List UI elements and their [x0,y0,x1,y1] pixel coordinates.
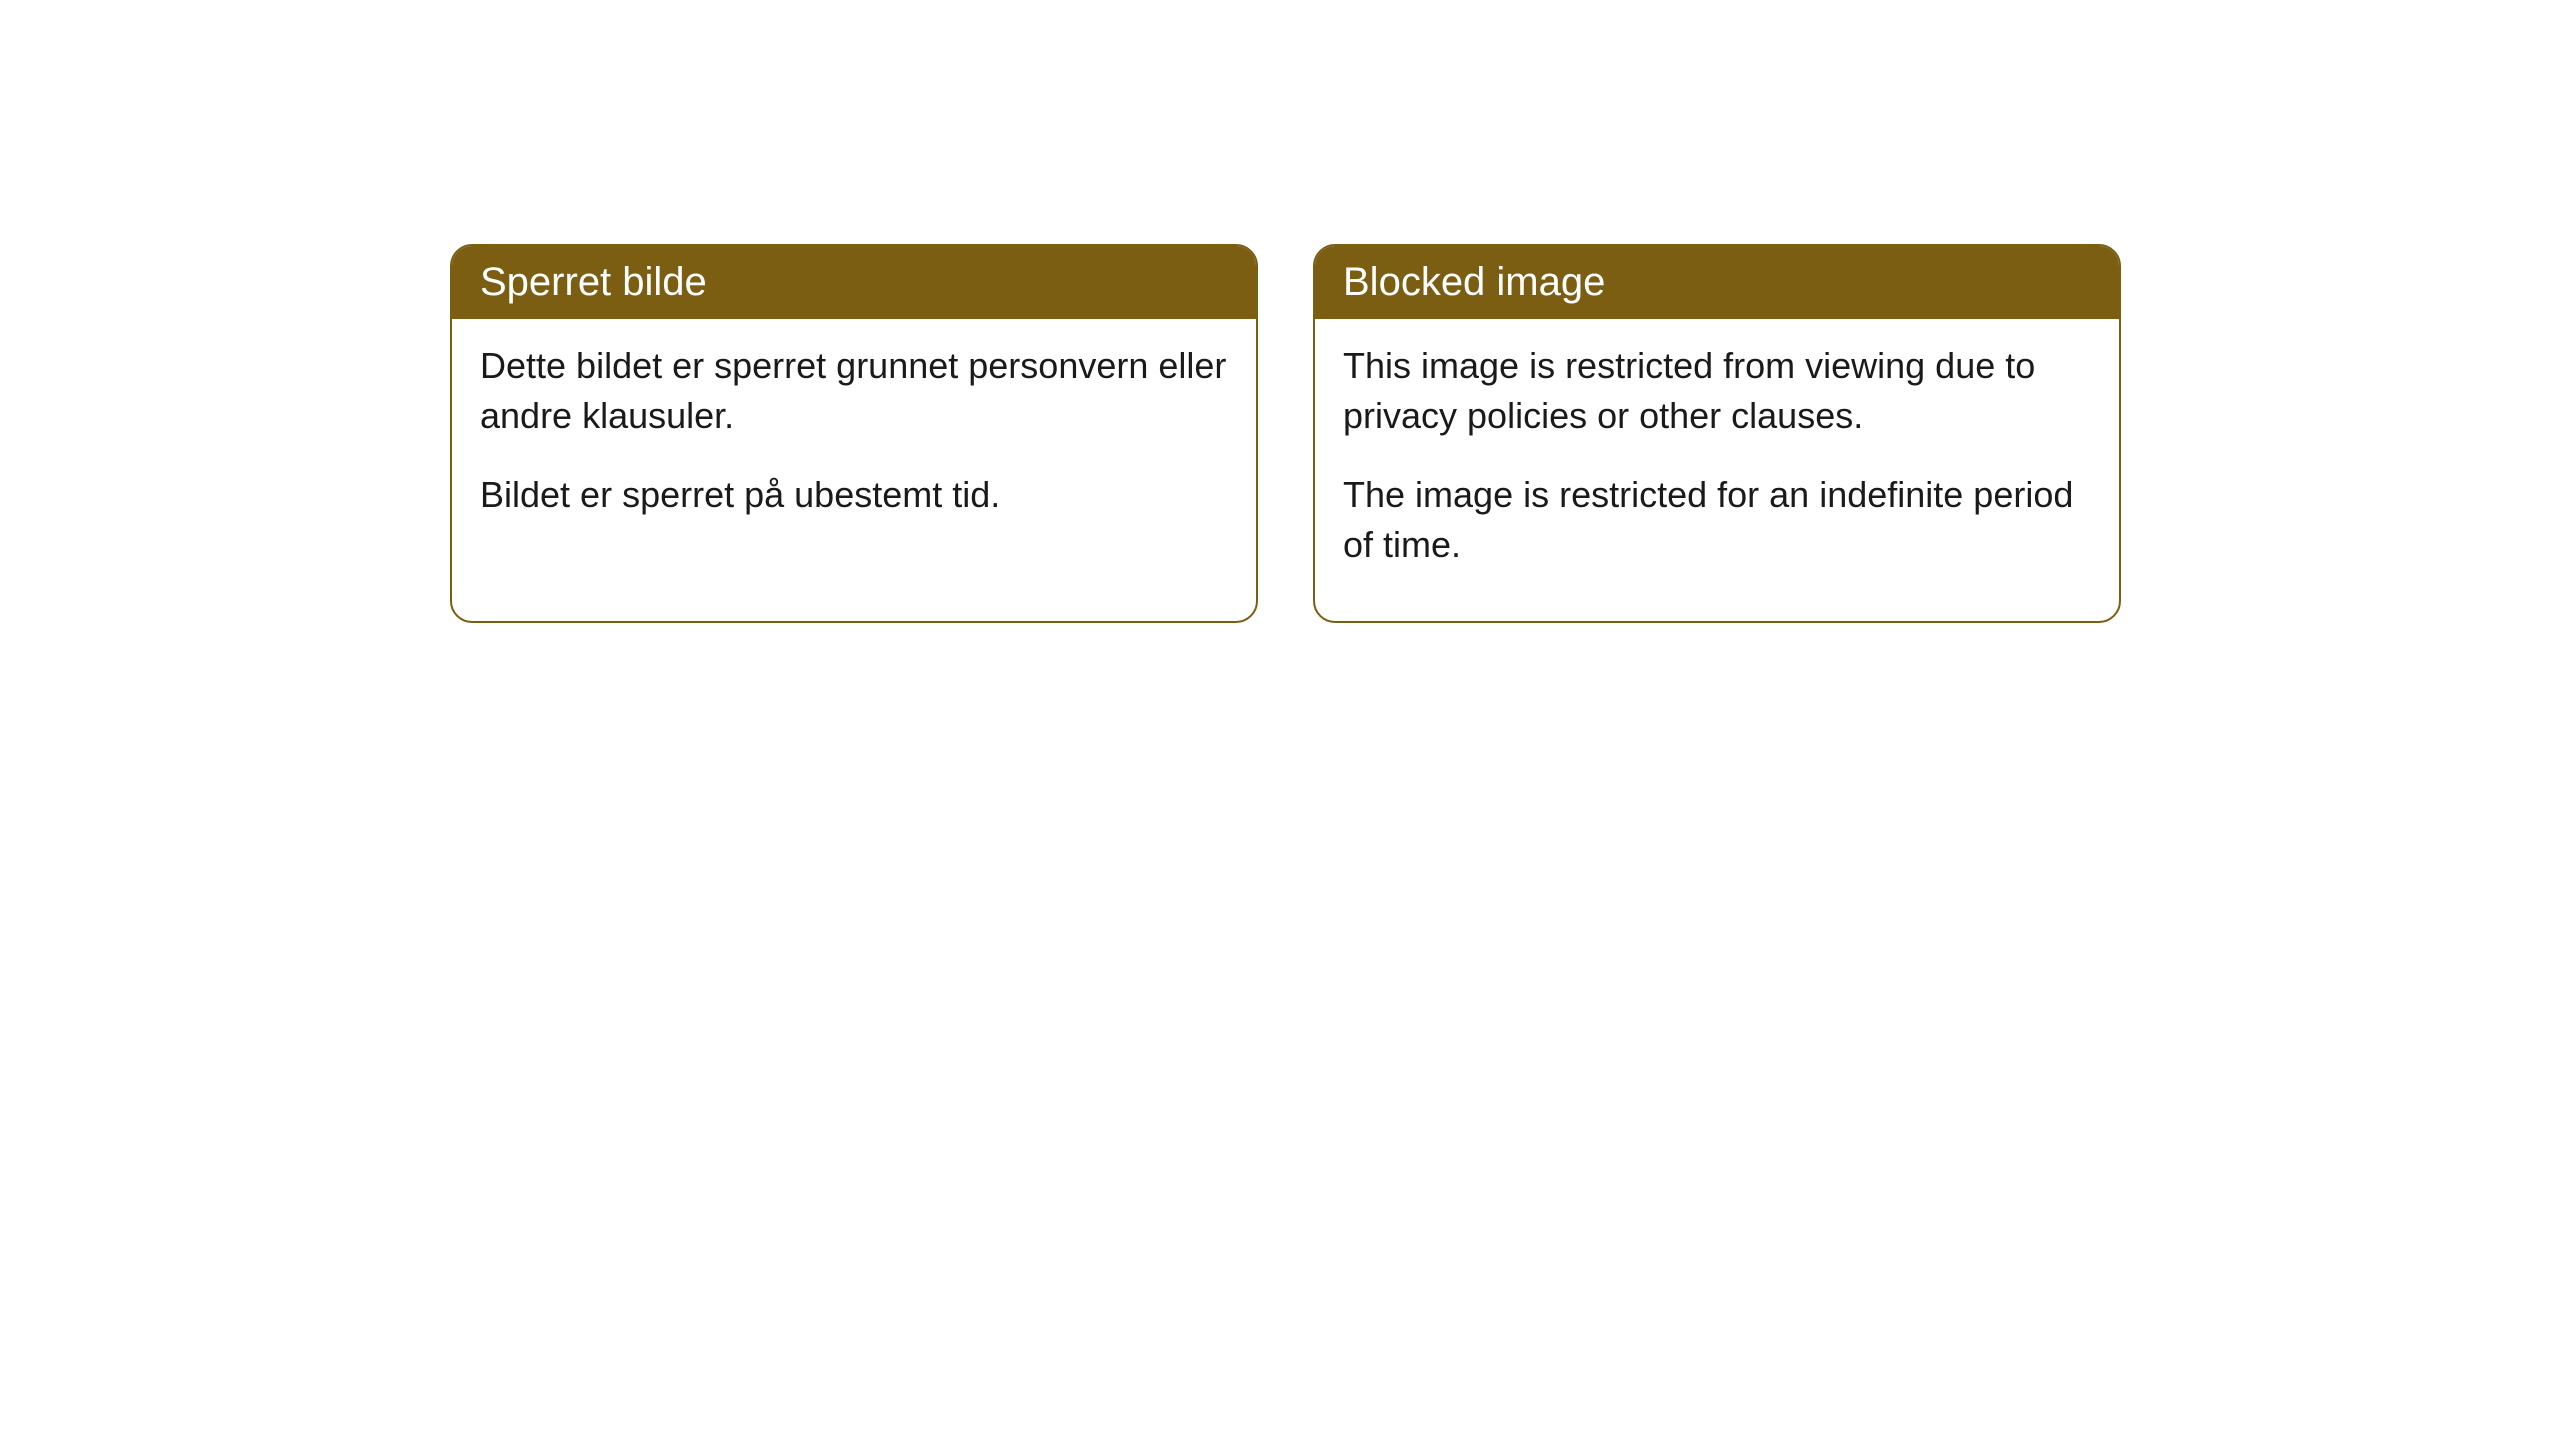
card-body: Dette bildet er sperret grunnet personve… [452,319,1256,570]
card-header: Blocked image [1315,246,2119,319]
card-paragraph: This image is restricted from viewing du… [1343,341,2091,442]
notice-card-norwegian: Sperret bilde Dette bildet er sperret gr… [450,244,1258,623]
card-body: This image is restricted from viewing du… [1315,319,2119,621]
card-header: Sperret bilde [452,246,1256,319]
card-title: Blocked image [1343,260,1605,304]
card-paragraph: The image is restricted for an indefinit… [1343,470,2091,571]
notice-cards-container: Sperret bilde Dette bildet er sperret gr… [450,244,2121,623]
card-title: Sperret bilde [480,260,707,304]
card-paragraph: Dette bildet er sperret grunnet personve… [480,341,1228,442]
notice-card-english: Blocked image This image is restricted f… [1313,244,2121,623]
card-paragraph: Bildet er sperret på ubestemt tid. [480,470,1228,520]
